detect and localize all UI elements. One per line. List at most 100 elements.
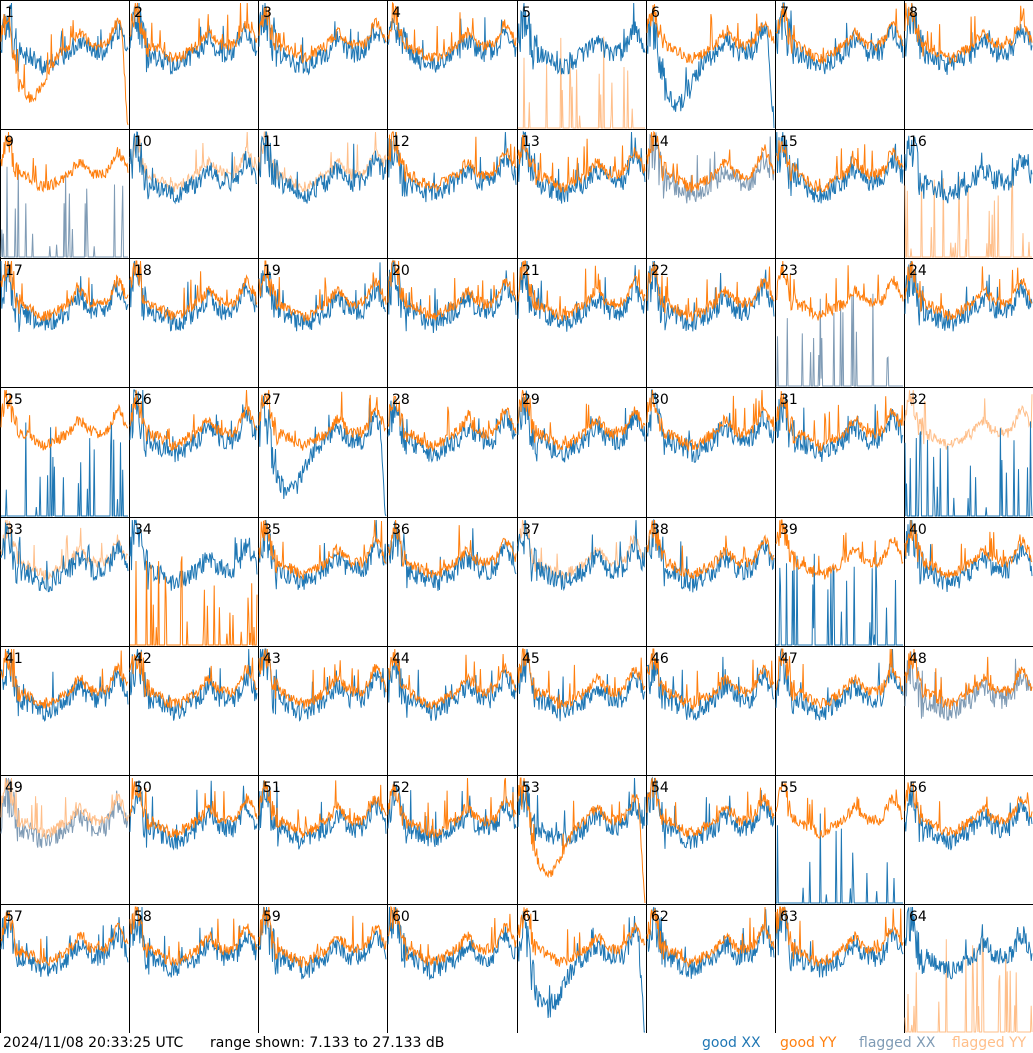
tile-51: 51	[258, 775, 388, 905]
trace-yy-good	[646, 389, 775, 452]
tile-57: 57	[0, 904, 130, 1033]
trace-xx-good	[646, 652, 775, 721]
tile-label: 62	[651, 909, 669, 925]
tile-label: 50	[134, 780, 152, 796]
tile-label: 46	[651, 651, 669, 667]
tile-label: 5	[522, 5, 531, 21]
trace-xx-good	[258, 131, 387, 204]
tile-frame	[904, 517, 1033, 647]
tile-label: 49	[5, 780, 23, 796]
trace-yy-good	[258, 260, 387, 322]
tile-frame	[258, 775, 388, 905]
tile-37: 37	[517, 517, 647, 647]
trace-xx-good	[258, 648, 387, 722]
tile-10: 10	[129, 129, 259, 259]
trace-xx-good	[904, 421, 1033, 517]
trace-xx-good	[0, 910, 129, 977]
legend-flagged-yy: flagged YY	[952, 1035, 1027, 1051]
tile-63: 63	[775, 904, 905, 1033]
tile-frame	[517, 775, 647, 905]
tile-label: 39	[780, 522, 798, 538]
trace-yy-good	[904, 2, 1033, 65]
tile-label: 53	[522, 780, 540, 796]
tile-41: 41	[0, 646, 130, 776]
trace-xx-good	[646, 519, 775, 593]
tile-label: 64	[909, 909, 927, 925]
trace-yy-flagged	[517, 519, 646, 580]
trace-yy-good	[904, 648, 1033, 710]
tile-56: 56	[904, 775, 1033, 905]
tile-label: 28	[392, 392, 410, 408]
tile-frame	[904, 0, 1033, 130]
tile-frame	[904, 904, 1033, 1033]
tile-19: 19	[258, 258, 388, 388]
tile-27: 27	[258, 387, 388, 518]
tile-18: 18	[129, 258, 259, 388]
tile-frame	[387, 646, 518, 776]
tile-frame	[258, 258, 388, 388]
tile-45: 45	[517, 646, 647, 776]
tile-52: 52	[387, 775, 518, 905]
tile-frame	[387, 387, 518, 518]
trace-yy-good	[0, 911, 129, 967]
tile-25: 25	[0, 387, 130, 518]
trace-yy-good	[129, 651, 258, 710]
trace-xx-good	[776, 813, 903, 904]
tile-54: 54	[646, 775, 776, 905]
trace-yy-good	[0, 13, 129, 126]
trace-xx-good	[517, 910, 645, 1033]
tile-frame	[129, 0, 259, 130]
trace-yy-good	[775, 906, 904, 967]
tile-53: 53	[517, 775, 647, 905]
tile-label: 8	[909, 5, 918, 21]
trace-yy-good	[775, 260, 904, 321]
tile-frame	[387, 0, 518, 130]
tile-frame	[258, 646, 388, 776]
trace-yy-good	[517, 777, 646, 904]
tile-20: 20	[387, 258, 518, 388]
trace-yy-good	[0, 131, 129, 193]
trace-xx-good	[258, 906, 387, 980]
tile-label: 36	[392, 522, 410, 538]
trace-xx-good	[904, 135, 1033, 204]
trace-yy-good	[646, 519, 775, 580]
tile-50: 50	[129, 775, 259, 905]
trace-xx-good	[517, 2, 646, 75]
tile-label: 29	[522, 392, 540, 408]
trace-yy-flagged	[0, 519, 129, 582]
tile-3: 3	[258, 0, 388, 130]
trace-yy-good	[258, 6, 387, 64]
legend-good-xx: good XX	[702, 1035, 761, 1051]
tile-14: 14	[646, 129, 776, 259]
tile-55: 55	[775, 775, 905, 905]
trace-yy-good	[904, 260, 1033, 322]
trace-yy-good	[387, 777, 517, 840]
trace-xx-good	[776, 551, 903, 646]
trace-yy-good	[387, 131, 517, 193]
legend-good-yy: good YY	[780, 1035, 837, 1051]
tile-22: 22	[646, 258, 776, 388]
tile-5: 5	[517, 0, 647, 130]
tile-frame	[129, 387, 259, 518]
tile-frame	[387, 775, 518, 905]
trace-xx-good	[775, 131, 904, 204]
legend-flagged-xx: flagged XX	[859, 1035, 936, 1051]
tile-39: 39	[775, 517, 905, 647]
tile-label: 23	[780, 263, 798, 279]
trace-yy-good	[0, 389, 128, 451]
trace-xx-good	[129, 648, 258, 721]
tile-frame	[517, 258, 647, 388]
tile-label: 63	[780, 909, 798, 925]
trace-yy-flagged	[0, 777, 129, 840]
tile-frame	[0, 0, 130, 130]
tile-24: 24	[904, 258, 1033, 388]
tile-frame	[129, 258, 259, 388]
tile-label: 34	[134, 522, 152, 538]
tile-label: 10	[134, 134, 152, 150]
trace-yy-good	[258, 780, 387, 838]
tile-label: 25	[5, 392, 23, 408]
trace-xx-good	[129, 131, 258, 205]
tile-30: 30	[646, 387, 776, 518]
tile-frame	[0, 517, 130, 647]
tile-label: 14	[651, 134, 669, 150]
